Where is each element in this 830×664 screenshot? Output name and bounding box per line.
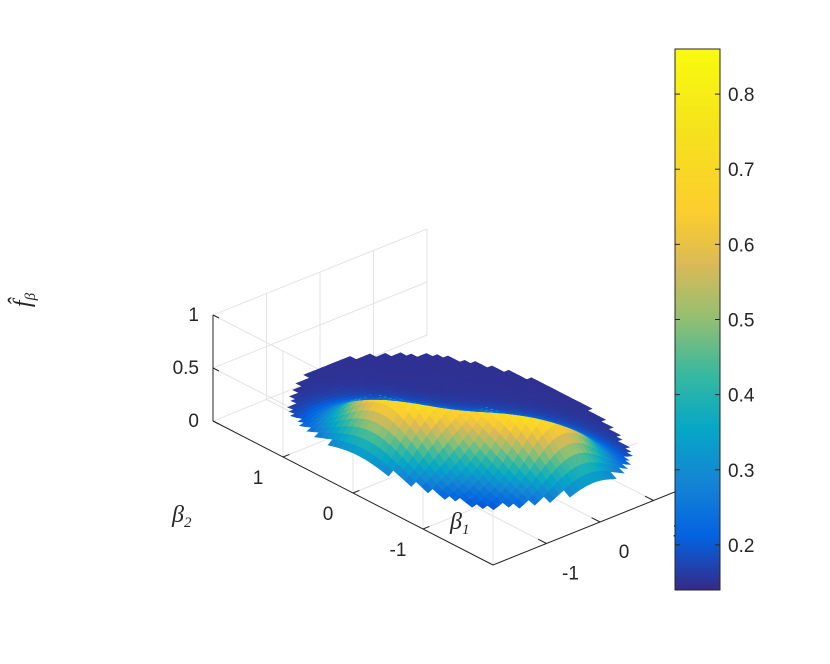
x-tick-label-1: 0	[619, 542, 630, 563]
colorbar-tick-label-2: 0.4	[728, 386, 755, 407]
surface-facet	[620, 451, 634, 457]
surface-facet	[593, 416, 607, 422]
y-tick-label-0: -1	[390, 540, 407, 561]
colorbar-tick-label-4: 0.6	[728, 235, 754, 256]
y-tick-mark-2	[282, 453, 290, 458]
density-surface	[287, 352, 634, 511]
y-tick-label-2: 1	[253, 468, 264, 489]
surface-facet	[580, 405, 593, 411]
x-tick-mark-0	[537, 538, 547, 544]
surface-facet	[601, 424, 614, 430]
x-tick-mark-2	[644, 495, 654, 501]
colorbar-tick-label-0: 0.2	[728, 536, 754, 557]
x-axis-label-main: β	[449, 509, 462, 535]
z-tick-label-2: 1	[188, 305, 199, 326]
y-tick-label-1: 0	[323, 504, 334, 525]
y-axis-label: β2	[171, 502, 192, 531]
z-tick-mark-0	[212, 420, 220, 425]
surface-facet	[608, 431, 622, 437]
z-axis-label-main: f̂	[8, 297, 36, 307]
y-tick-mark-0	[422, 525, 430, 530]
y-axis-label-main: β	[171, 502, 184, 528]
x-tick-label-0: -1	[562, 564, 579, 585]
x-axis-label-sub: 1	[462, 522, 470, 538]
surface-facet	[617, 443, 631, 449]
colorbar-gradient	[674, 48, 721, 591]
x-tick-mark-1	[591, 517, 601, 523]
z-tick-label-1: 0.5	[173, 358, 199, 379]
colorbar-tick-label-3: 0.5	[728, 311, 754, 332]
axis-ticks: -1 0 1 -1 0 1 0 0.5 1	[173, 305, 683, 585]
colorbar: 0.2 0.3 0.4 0.5 0.6 0.7 0.8	[674, 48, 755, 591]
colorbar-ticks: 0.2 0.3 0.4 0.5 0.6 0.7 0.8	[675, 85, 755, 557]
colorbar-tick-label-1: 0.3	[728, 461, 754, 482]
z-axis-label: f̂β	[8, 292, 39, 307]
z-axis-label-sub: β	[23, 292, 39, 301]
z-tick-mark-2	[212, 314, 220, 319]
y-tick-mark-1	[352, 489, 360, 494]
colorbar-tick-label-6: 0.8	[728, 85, 754, 106]
z-tick-label-0: 0	[188, 411, 199, 432]
y-axis-label-sub: 2	[184, 515, 192, 531]
colorbar-tick-label-5: 0.7	[728, 160, 754, 181]
z-tick-mark-1	[212, 367, 220, 372]
x-axis-label: β1	[449, 509, 469, 538]
